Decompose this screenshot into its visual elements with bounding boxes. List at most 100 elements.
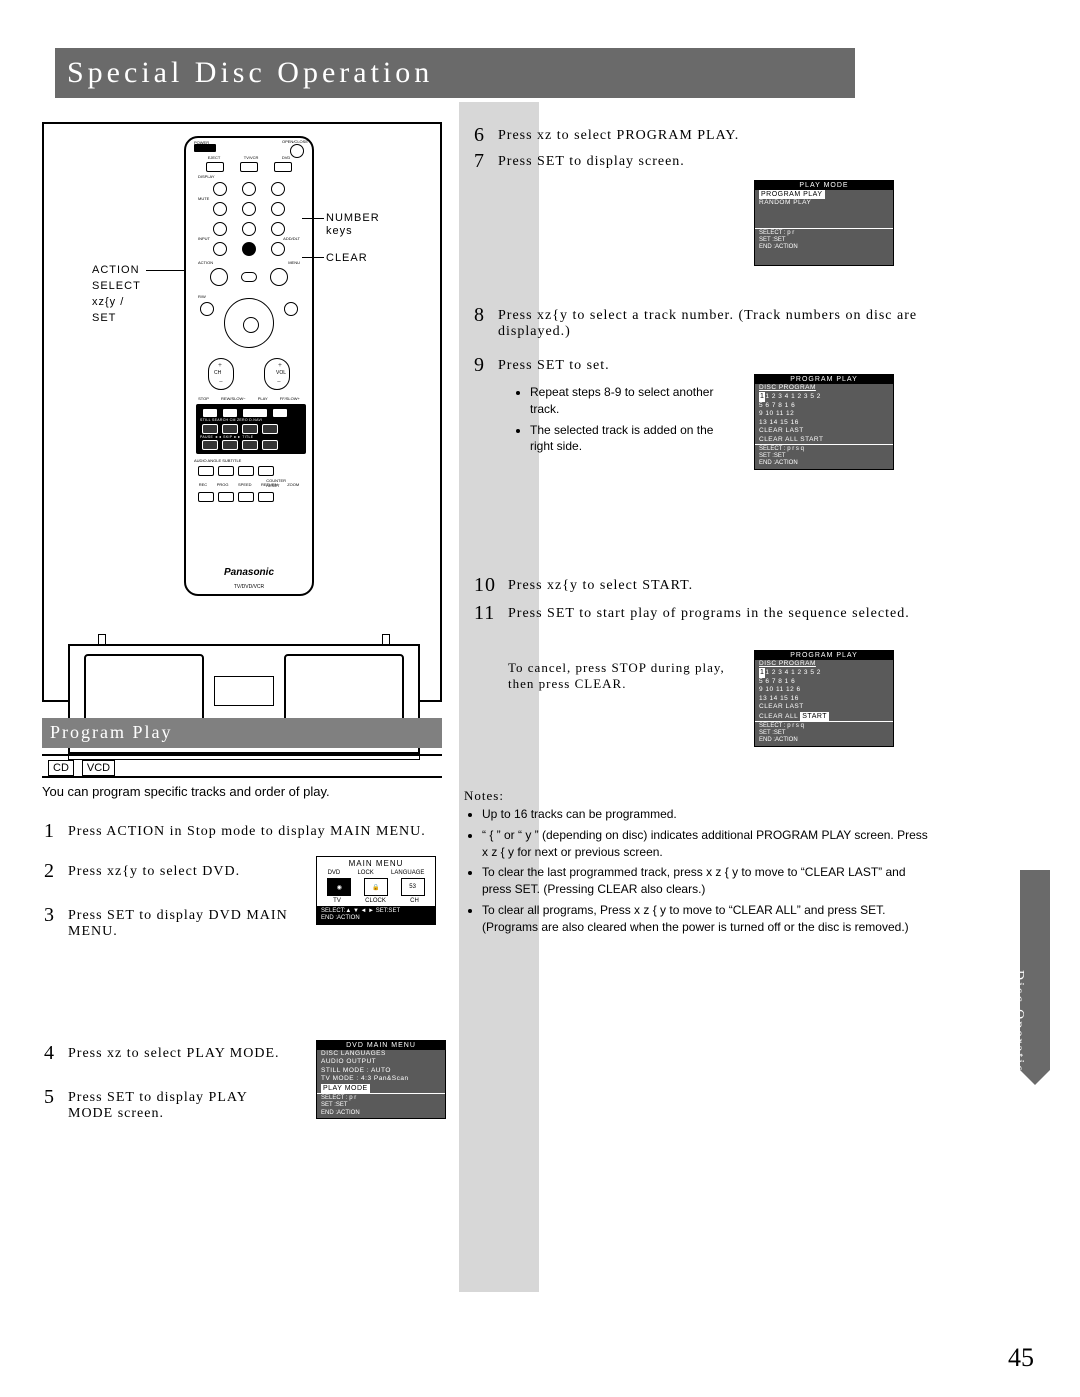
osd-mm-clock: CLOCK	[365, 898, 386, 904]
osd-pp1-l6: CLEAR ALL START	[755, 436, 893, 444]
label-set: SET	[92, 312, 116, 324]
section-heading-text: Program Play	[50, 722, 173, 742]
osd-mm-ch-icon: 53	[401, 878, 425, 896]
step-4: 4 Press xz to select PLAY MODE.	[68, 1046, 288, 1062]
tag-cd: CD	[48, 760, 74, 776]
osd-mm-tv: TV	[333, 898, 341, 904]
osd-pp2-f2: SET :SET	[759, 730, 889, 737]
step-text-3: Press SET to display DVD MAIN MENU.	[68, 908, 288, 939]
cancel-note: To cancel, press STOP during play, then …	[508, 660, 738, 692]
osd-pp1-l2: 5 6 7 8 1 6	[755, 402, 893, 410]
osd-dvd-l2: AUDIO OUTPUT	[317, 1058, 445, 1066]
osd-main-menu: MAIN MENU DVD LOCK LANGUAGE ◉ 🔒 53 TV CL…	[316, 856, 436, 925]
osd-dvd-l4: TV MODE : 4:3 Pan&Scan	[317, 1075, 445, 1083]
osd-mm-f2: END :ACTION	[321, 915, 431, 922]
step-5: 5 Press SET to display PLAY MODE screen.	[68, 1090, 288, 1122]
intro-text: You can program specific tracks and orde…	[42, 784, 330, 799]
osd-play-mode: PLAY MODE PROGRAM PLAY RANDOM PLAY SELEC…	[754, 180, 894, 266]
step-text-10: Press xz{y to select START.	[508, 578, 693, 593]
page-number: 45	[1008, 1343, 1034, 1373]
osd-dvd-f3: END :ACTION	[321, 1110, 441, 1117]
osd-mm-lang-label: LANGUAGE	[391, 870, 424, 876]
osd-pp2-title: PROGRAM PLAY	[755, 651, 893, 660]
rule-top	[42, 754, 442, 756]
osd-pm-f1: SELECT : p r	[759, 230, 889, 237]
osd-pp2-f3: END :ACTION	[759, 737, 889, 744]
osd-mm-lock-label: LOCK	[357, 870, 373, 876]
disc-tags: CD VCD	[48, 759, 119, 777]
note-1: Up to 16 tracks can be programmed.	[482, 806, 928, 823]
gray-column	[459, 102, 539, 1292]
osd-pp1-l4: 13 14 15 16	[755, 419, 893, 427]
osd-dvd-f2: SET :SET	[321, 1102, 441, 1109]
osd-program-play-1: PROGRAM PLAY DISC PROGRAM 11 2 3 4 1 2 3…	[754, 374, 894, 470]
osd-dvd-f1: SELECT : p r	[321, 1095, 441, 1102]
step-7: 7 Press SET to display screen.	[498, 154, 938, 170]
osd-mm-f1: SELECT:▲ ▼ ◄ ► SET:SET	[321, 908, 431, 915]
label-select: SELECT	[92, 280, 141, 292]
osd-pp1-hdr: DISC PROGRAM	[755, 384, 893, 392]
step-num-6: 6	[474, 124, 485, 147]
osd-pp1-f1: SELECT : p r s q	[759, 446, 889, 453]
label-action: ACTION	[92, 264, 140, 276]
section-heading: Program Play	[42, 718, 442, 748]
step-num-4: 4	[44, 1042, 55, 1065]
vcr-illustration	[68, 634, 420, 774]
osd-pp1-l5: CLEAR LAST	[755, 427, 893, 435]
notes-header: Notes:	[464, 788, 504, 804]
notes-list: Up to 16 tracks can be programmed. “ { ”…	[468, 806, 928, 940]
osd-pm-f3: END :ACTION	[759, 244, 889, 251]
step-num-10: 10	[474, 574, 496, 597]
osd-pm-f2: SET :SET	[759, 237, 889, 244]
osd-mm-lock-icon: 🔒	[364, 878, 388, 896]
step-num-3: 3	[44, 904, 55, 927]
step-num-2: 2	[44, 860, 55, 883]
step-1: 1 Press ACTION in Stop mode to display M…	[68, 824, 448, 840]
step-num-11: 11	[474, 602, 495, 625]
step-3: 3 Press SET to display DVD MAIN MENU.	[68, 908, 288, 940]
side-tab: Disc Operation	[1020, 870, 1050, 1070]
osd-pp1-l3: 9 10 11 12	[755, 410, 893, 418]
step-num-9: 9	[474, 354, 485, 377]
step-num-8: 8	[474, 304, 485, 327]
osd-pp2-l5: CLEAR LAST	[755, 703, 893, 711]
osd-dvd-title: DVD MAIN MENU	[317, 1041, 445, 1050]
osd-program-play-2: PROGRAM PLAY DISC PROGRAM 11 2 3 4 1 2 3…	[754, 650, 894, 747]
step-text-8: Press xz{y to select a track number. (Tr…	[498, 308, 917, 339]
osd-pp2-f1: SELECT : p r s q	[759, 723, 889, 730]
osd-pp1-f2: SET :SET	[759, 453, 889, 460]
bullet-9-1: Repeat steps 8-9 to select another track…	[530, 384, 736, 418]
step-text-11: Press SET to start play of programs in t…	[508, 606, 910, 621]
osd-mm-dvd-label: DVD	[328, 870, 341, 876]
side-tab-label: Disc Operation	[1010, 970, 1026, 1083]
bullet-9-2: The selected track is added on the right…	[530, 422, 736, 456]
osd-pm-line: RANDOM PLAY	[755, 199, 893, 207]
osd-pp2-l3: 9 10 11 12 6	[755, 686, 893, 694]
label-number-keys: NUMBER keys	[326, 212, 396, 238]
osd-dvd-hl: PLAY MODE	[321, 1084, 370, 1093]
osd-pp2-l2: 5 6 7 8 1 6	[755, 678, 893, 686]
osd-dvd-l1: DISC LANGUAGES	[317, 1050, 445, 1058]
note-4: To clear all programs, Press x z { y to …	[482, 902, 928, 936]
osd-pp2-hdr: DISC PROGRAM	[755, 660, 893, 668]
osd-pp2-l6: CLEAR ALL	[759, 713, 798, 720]
step-text-9: Press SET to set.	[498, 358, 610, 373]
osd-mm-ch: CH	[410, 898, 419, 904]
remote-body: POWER OPEN/CLOSE EJECTTV/VCRDVD DISPLAY …	[184, 136, 314, 596]
osd-mm-title: MAIN MENU	[317, 857, 435, 870]
osd-pp1-title: PROGRAM PLAY	[755, 375, 893, 384]
remote-illustration: POWER OPEN/CLOSE EJECTTV/VCRDVD DISPLAY …	[42, 122, 442, 702]
osd-mm-dvd-icon: ◉	[327, 878, 351, 896]
step-text-6: Press xz to select PROGRAM PLAY.	[498, 128, 739, 143]
tag-vcd: VCD	[82, 760, 115, 776]
step-9-bullets: Repeat steps 8-9 to select another track…	[516, 384, 736, 459]
page-title: Special Disc Operation	[67, 56, 433, 90]
osd-pp2-start: START	[800, 712, 829, 721]
page-title-bar: Special Disc Operation	[55, 48, 855, 98]
osd-pp2-l1: 1 2 3 4 1 2 3 5 2	[765, 669, 820, 676]
label-arrows: xz{y /	[92, 296, 124, 308]
osd-pp1-f3: END :ACTION	[759, 460, 889, 467]
remote-brand: Panasonic	[186, 567, 312, 578]
step-10: 10 Press xz{y to select START.	[508, 578, 948, 594]
note-2: “ { ” or “ y ” (depending on disc) indic…	[482, 827, 928, 861]
